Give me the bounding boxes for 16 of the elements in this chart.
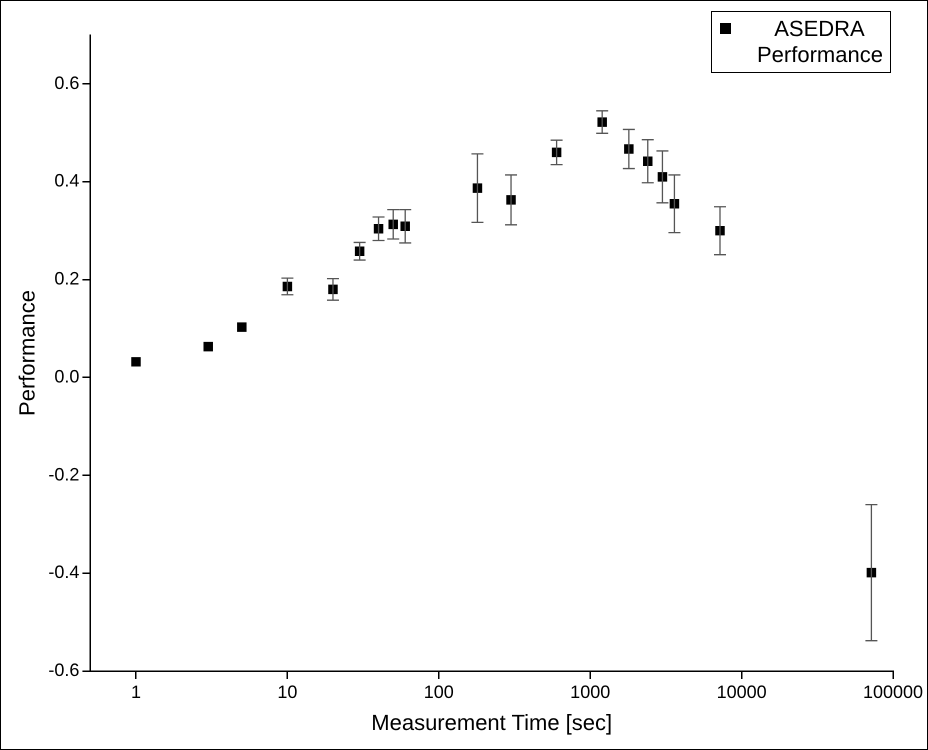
y-tick-label: -0.6 xyxy=(48,660,80,680)
legend-label: ASEDRA Performance xyxy=(757,16,883,68)
x-tick-label: 1000 xyxy=(570,682,610,702)
x-tick-label: 100000 xyxy=(862,682,924,702)
x-tick-label: 1 xyxy=(130,682,141,702)
y-tick-label: 0.2 xyxy=(54,268,80,289)
y-tick-label: 0.0 xyxy=(54,366,80,386)
y-tick-label: -0.4 xyxy=(48,562,80,582)
y-tick-label: 0.4 xyxy=(54,170,80,191)
y-tick-label: 0.6 xyxy=(54,72,80,93)
x-tick-label: 10000 xyxy=(716,682,767,702)
y-axis-title: Performance xyxy=(14,290,40,416)
x-tick-label: 10 xyxy=(277,682,298,702)
x-axis-title: Measurement Time [sec] xyxy=(371,710,612,735)
y-tick-label: -0.2 xyxy=(48,464,80,484)
x-tick-label: 100 xyxy=(424,682,454,702)
